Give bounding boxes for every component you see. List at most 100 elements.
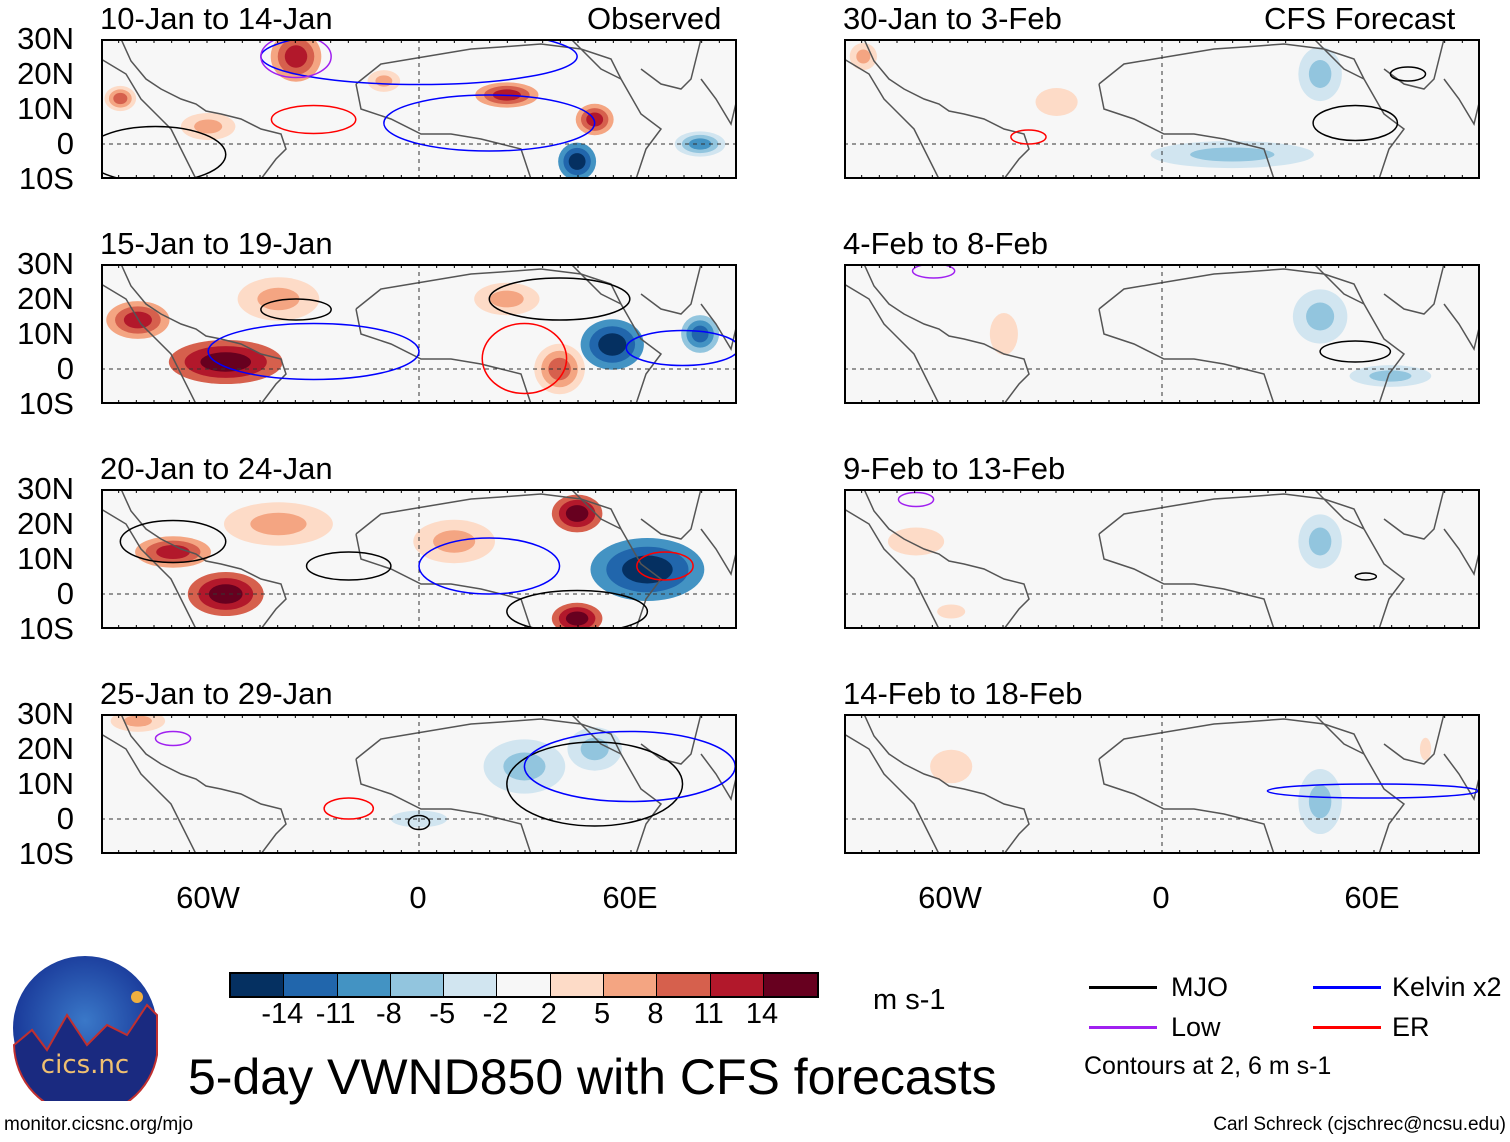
colorbar [229,972,820,998]
wind-anomaly-shading [123,715,152,727]
colorbar-tick-label: 11 [693,998,724,1030]
lat-label: 10N [17,91,74,126]
wave-contour [897,491,935,508]
colorbar-tick-label: 5 [594,998,611,1030]
wind-anomaly-shading [375,75,393,87]
wind-anomaly-shading [156,545,190,559]
coastline [355,493,663,629]
wind-anomaly-shading [565,611,589,626]
coastline [844,714,1030,854]
map-panel [101,264,737,404]
coastline [355,268,663,404]
wind-anomaly-shading [1419,737,1432,761]
colorbar-swatch [337,974,391,996]
lon-label: 60W [918,880,982,915]
colorbar-swatch [763,974,818,996]
map-panel [101,714,737,854]
panel-frame [101,489,737,629]
wave-contour [119,519,227,564]
panel-frame [101,39,737,179]
wind-anomaly-shading [1306,302,1335,331]
lat-label: 30N [17,21,74,56]
legend-label-low: Low [1171,1012,1221,1042]
wind-anomaly-shading [208,584,243,604]
panel-title: 4-Feb to 8-Feb [843,226,1049,261]
colorbar-swatch [390,974,445,996]
wave-contour [323,797,375,820]
map-panel [101,39,737,179]
lon-label: 60E [602,880,658,915]
panel-frame [844,264,1480,404]
wind-anomaly-shading [887,527,945,556]
colorbar-tick-label: 8 [647,998,664,1030]
panel-frame [101,714,737,854]
cics-logo: cics.nc [12,956,158,1101]
map-panel [844,39,1480,179]
wave-contour [270,104,357,135]
legend-label-er: ER [1392,1012,1430,1042]
colorbar-tick-label: -11 [315,998,356,1030]
coastline [101,489,287,629]
wave-contour [1312,104,1399,142]
wind-anomaly-shading [257,287,300,311]
colorbar-tick-label: -2 [482,998,509,1030]
coastline [844,39,1030,179]
legend-line-er [1313,1026,1381,1029]
wind-anomaly-shading [1308,784,1332,819]
wind-anomaly-shading [194,119,223,134]
lat-label: 30N [17,246,74,281]
colorbar-swatch [657,974,711,996]
legend-line-low [1089,1026,1157,1029]
lat-label: 10S [18,386,74,421]
coastline [844,489,1030,629]
wind-anomaly-shading [250,512,307,536]
colorbar-tick-label: -5 [429,998,456,1030]
wave-contour [1389,66,1427,82]
coastline [1313,264,1480,351]
coastline [1313,489,1480,576]
lon-label: 60E [1344,880,1400,915]
colorbar-tick-label: 14 [745,998,779,1030]
wave-contour [418,537,561,595]
contour-note: Contours at 2, 6 m s-1 [1084,1052,1332,1080]
legend-line-mjo [1089,986,1157,989]
map-panel [101,489,737,629]
wind-anomaly-shading [1308,60,1332,88]
panel-frame [844,714,1480,854]
lat-label: 20N [17,731,74,766]
lat-label: 0 [56,126,74,161]
lat-label: 30N [17,471,74,506]
colorbar-tick-label: 2 [540,998,557,1030]
wind-anomaly-shading [989,313,1018,355]
units-label: m s-1 [873,984,946,1016]
map-background [101,39,737,179]
wind-anomaly-shading [580,737,609,761]
lon-label: 0 [1152,880,1170,915]
wave-contour [488,277,631,321]
panel-frame [101,264,737,404]
coastline [1098,268,1406,404]
wind-anomaly-shading [113,92,128,105]
lat-label: 20N [17,281,74,316]
wind-anomaly-shading [691,325,709,343]
panel-title: 15-Jan to 19-Jan [100,226,333,261]
coastline [570,714,737,801]
wind-anomaly-shading [1035,88,1078,116]
coastline [1098,493,1406,629]
wave-contour [383,94,596,152]
wave-contour [911,264,956,279]
wave-contour [407,814,431,831]
wind-anomaly-shading [937,604,966,619]
colorbar-swatch [550,974,605,996]
colorbar-tick-label: -14 [261,998,304,1030]
map-background [101,714,737,854]
panel-title: 25-Jan to 29-Jan [100,676,333,711]
panel-title: 9-Feb to 13-Feb [843,451,1066,486]
colorbar-swatch [231,974,285,996]
lat-label: 10N [17,316,74,351]
forecast-header: CFS Forecast [1264,1,1456,36]
legend-label-mjo: MJO [1171,972,1228,1002]
coastline [570,39,737,126]
colorbar-swatch [444,974,498,996]
coastline [355,718,663,854]
